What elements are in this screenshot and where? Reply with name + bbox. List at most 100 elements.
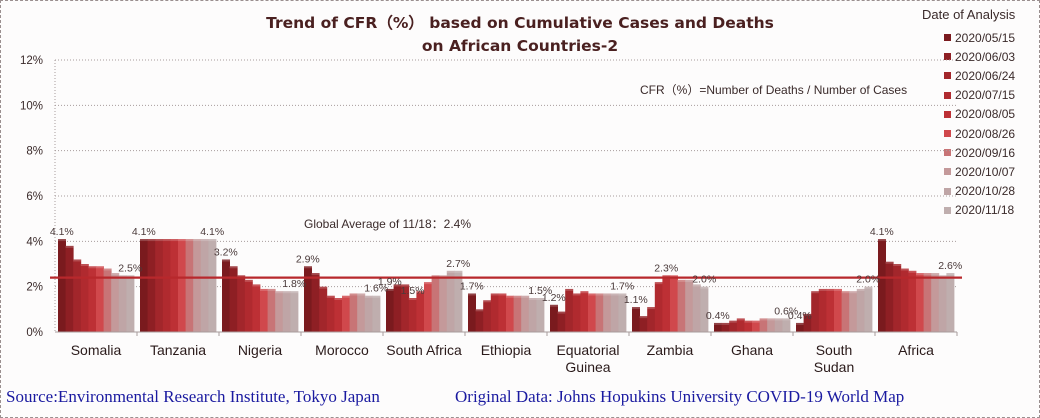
- bar-highlight: [468, 293, 476, 296]
- bar-2020-06-03: [557, 311, 566, 332]
- bar-highlight: [521, 295, 530, 298]
- bar-2020-07-15: [326, 295, 335, 332]
- bar-highlight: [572, 293, 581, 296]
- chart-title-line-2: on African Countries-2: [421, 37, 619, 55]
- bar-2020-11-18: [782, 318, 791, 332]
- bar-highlight: [147, 239, 156, 242]
- bar-highlight: [319, 286, 328, 289]
- bar-highlight: [126, 275, 135, 278]
- bar-highlight: [334, 298, 343, 300]
- bar-highlight: [818, 288, 827, 291]
- bar-2020-08-05: [744, 320, 753, 332]
- bar-2020-09-16: [267, 288, 276, 332]
- bar-highlight: [311, 273, 320, 276]
- bar-highlight: [632, 307, 640, 310]
- bar-highlight: [550, 304, 558, 307]
- bar-2020-10-28: [446, 270, 455, 332]
- bar-2020-11-18: [290, 291, 299, 332]
- bar-highlight: [185, 239, 194, 242]
- bar-highlight: [483, 300, 492, 303]
- bar-highlight: [685, 279, 694, 282]
- bar-2020-08-05: [416, 291, 425, 332]
- bar-2020-09-16: [923, 273, 932, 332]
- bar-highlight: [96, 266, 104, 269]
- bar-2020-05-15: [58, 239, 66, 332]
- bar-2020-09-16: [185, 239, 194, 332]
- bar-2020-06-24: [319, 286, 328, 332]
- data-label: 0.4%: [788, 310, 812, 322]
- legend-item: 2020/07/15: [944, 86, 1015, 105]
- global-average-label: Global Average of 11/18：2.4%: [304, 217, 472, 231]
- bar-highlight: [208, 239, 217, 242]
- legend-swatch: [944, 187, 951, 195]
- bar-2020-11-18: [454, 270, 463, 332]
- bar-2020-10-28: [200, 239, 209, 332]
- bar-highlight: [923, 273, 932, 276]
- bar-2020-05-15: [714, 322, 722, 332]
- bar-highlight: [229, 266, 238, 269]
- bar-highlight: [767, 318, 776, 321]
- bar-highlight: [439, 275, 448, 278]
- bar-highlight: [65, 245, 74, 248]
- bar-2020-10-28: [528, 298, 537, 332]
- x-category-label: Tanzania: [150, 342, 206, 358]
- legend-item: 2020/11/18: [944, 201, 1015, 220]
- bar-highlight: [140, 239, 148, 242]
- bar-2020-10-28: [692, 284, 701, 332]
- data-label: 4.1%: [870, 226, 894, 238]
- bar-highlight: [946, 273, 955, 276]
- bar-2020-11-18: [536, 298, 545, 332]
- bar-2020-08-05: [662, 275, 671, 332]
- bar-highlight: [424, 282, 432, 285]
- bar-highlight: [654, 282, 663, 285]
- bar-2020-05-15: [550, 304, 558, 332]
- bar-2020-09-16: [431, 275, 440, 332]
- legend-swatch: [944, 72, 951, 80]
- bar-highlight: [372, 295, 381, 298]
- bar-highlight: [260, 288, 268, 291]
- bar-highlight: [536, 298, 545, 300]
- bar-2020-09-16: [513, 295, 522, 332]
- data-label: 1.7%: [610, 280, 634, 292]
- bar-2020-11-18: [946, 273, 955, 332]
- data-label: 2.9%: [296, 253, 320, 265]
- bar-2020-09-16: [595, 293, 604, 332]
- bar-2020-07-15: [408, 298, 417, 332]
- legend-swatch: [944, 34, 951, 42]
- bar-highlight: [490, 293, 499, 296]
- bar-2020-10-07: [275, 291, 284, 332]
- bar-highlight: [393, 284, 402, 287]
- bar-highlight: [796, 322, 804, 325]
- bar-2020-06-24: [893, 264, 902, 332]
- bar-highlight: [304, 266, 312, 269]
- data-label: 0.4%: [706, 310, 730, 322]
- bar-2020-09-16: [103, 268, 112, 332]
- data-label: 1.6%: [364, 283, 388, 295]
- bar-2020-10-28: [938, 275, 947, 332]
- bar-2020-06-03: [311, 273, 320, 332]
- bar-2020-10-07: [849, 291, 858, 332]
- bar-highlight: [639, 316, 648, 319]
- bar-highlight: [475, 309, 484, 312]
- bar-highlight: [692, 284, 701, 287]
- data-label: 1.9%: [378, 276, 402, 288]
- bar-2020-06-03: [65, 245, 74, 332]
- bar-highlight: [73, 259, 82, 262]
- bar-2020-10-28: [774, 318, 783, 332]
- legend-swatch: [944, 206, 951, 214]
- bar-2020-06-03: [885, 261, 894, 332]
- bar-highlight: [401, 284, 410, 287]
- bar-highlight: [342, 295, 350, 298]
- data-label: 1.1%: [624, 294, 648, 306]
- bar-highlight: [662, 275, 671, 278]
- bar-2020-11-18: [208, 239, 217, 332]
- original-data-credit: Original Data: Johns Hopukins University…: [455, 387, 905, 406]
- bar-2020-07-15: [572, 293, 581, 332]
- data-label: 1.8%: [282, 278, 306, 290]
- bar-highlight: [565, 288, 574, 291]
- bar-highlight: [155, 239, 164, 242]
- bar-highlight: [416, 291, 425, 294]
- bar-2020-08-05: [826, 288, 835, 332]
- legend-item: 2020/10/07: [944, 162, 1015, 181]
